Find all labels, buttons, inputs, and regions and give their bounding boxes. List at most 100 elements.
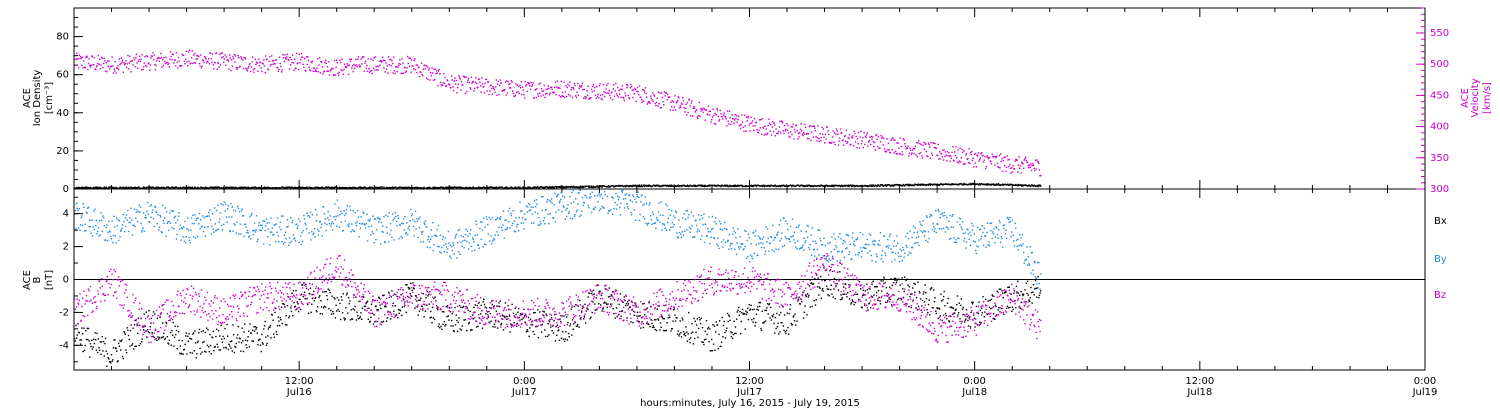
data-point xyxy=(845,283,847,285)
data-point xyxy=(265,336,267,338)
data-point xyxy=(347,187,350,190)
data-point xyxy=(749,309,751,311)
data-point xyxy=(603,91,605,93)
data-point xyxy=(565,186,567,189)
data-point xyxy=(261,333,263,336)
data-point xyxy=(814,278,816,280)
data-point xyxy=(688,338,691,341)
data-point xyxy=(888,149,890,151)
data-point xyxy=(289,56,291,59)
data-point xyxy=(353,187,356,190)
data-point xyxy=(781,121,783,123)
data-point xyxy=(626,317,628,319)
data-point xyxy=(423,186,425,188)
data-point xyxy=(810,131,813,133)
data-point xyxy=(422,187,425,190)
data-point xyxy=(322,291,324,293)
data-point xyxy=(91,55,93,57)
data-point xyxy=(593,90,595,92)
data-point xyxy=(961,320,963,323)
data-point xyxy=(913,282,915,285)
data-point xyxy=(477,187,479,189)
data-point xyxy=(246,70,249,72)
data-point xyxy=(764,320,767,322)
data-point xyxy=(225,347,228,349)
data-point xyxy=(1022,163,1024,165)
data-point xyxy=(573,305,576,308)
data-point xyxy=(147,186,149,189)
data-point xyxy=(669,109,672,111)
data-point xyxy=(983,316,985,318)
data-point xyxy=(166,222,168,225)
data-point xyxy=(502,315,504,317)
data-point xyxy=(855,135,857,138)
data-point xyxy=(143,186,145,189)
data-point xyxy=(721,116,723,118)
data-point xyxy=(227,335,229,337)
data-point xyxy=(464,92,467,95)
data-point xyxy=(149,326,151,328)
data-point xyxy=(514,186,517,188)
data-point xyxy=(391,60,393,62)
data-point xyxy=(110,362,112,364)
data-point xyxy=(483,92,486,94)
data-point xyxy=(871,184,873,186)
data-point xyxy=(305,70,307,72)
data-point xyxy=(408,65,411,67)
data-point xyxy=(399,59,401,61)
data-point xyxy=(965,309,968,311)
data-point xyxy=(498,84,501,86)
data-point xyxy=(229,345,231,347)
data-point xyxy=(974,162,976,164)
data-point xyxy=(978,301,980,303)
data-point xyxy=(240,186,242,188)
data-point xyxy=(768,118,770,120)
data-point xyxy=(789,131,792,133)
data-point xyxy=(218,66,220,68)
data-point xyxy=(382,59,385,61)
data-point xyxy=(624,185,626,187)
data-point xyxy=(468,77,470,80)
data-point xyxy=(285,58,287,60)
data-point xyxy=(357,317,360,320)
data-point xyxy=(597,93,599,96)
data-point xyxy=(89,343,92,345)
data-point xyxy=(150,322,152,324)
data-point xyxy=(120,62,122,65)
data-point xyxy=(724,116,727,118)
data-point xyxy=(520,81,522,83)
data-point xyxy=(531,84,534,86)
data-point xyxy=(168,66,170,68)
data-point xyxy=(126,219,128,221)
data-point xyxy=(1002,170,1004,173)
data-point xyxy=(309,293,311,295)
data-point xyxy=(405,70,408,72)
data-point xyxy=(303,66,305,68)
data-point xyxy=(100,219,103,221)
data-point xyxy=(699,322,702,325)
data-point xyxy=(572,186,574,188)
data-point xyxy=(922,144,924,146)
data-point xyxy=(832,184,834,187)
data-point xyxy=(648,323,650,326)
data-point xyxy=(452,186,454,188)
data-point xyxy=(784,130,786,132)
data-point xyxy=(655,329,658,332)
data-point xyxy=(250,332,253,334)
data-point xyxy=(628,97,630,99)
data-point xyxy=(99,349,101,352)
data-point xyxy=(356,187,358,190)
data-point xyxy=(280,215,283,217)
data-point xyxy=(861,140,863,142)
data-point xyxy=(676,185,679,187)
top-right-tick-label: 550 xyxy=(1430,28,1449,39)
data-point xyxy=(236,334,239,336)
data-point xyxy=(696,116,698,118)
data-point xyxy=(234,345,236,348)
data-point xyxy=(883,137,885,140)
data-point xyxy=(673,308,675,310)
data-point xyxy=(193,222,195,225)
data-point xyxy=(168,339,170,342)
data-point xyxy=(606,84,608,87)
data-point xyxy=(672,185,675,188)
